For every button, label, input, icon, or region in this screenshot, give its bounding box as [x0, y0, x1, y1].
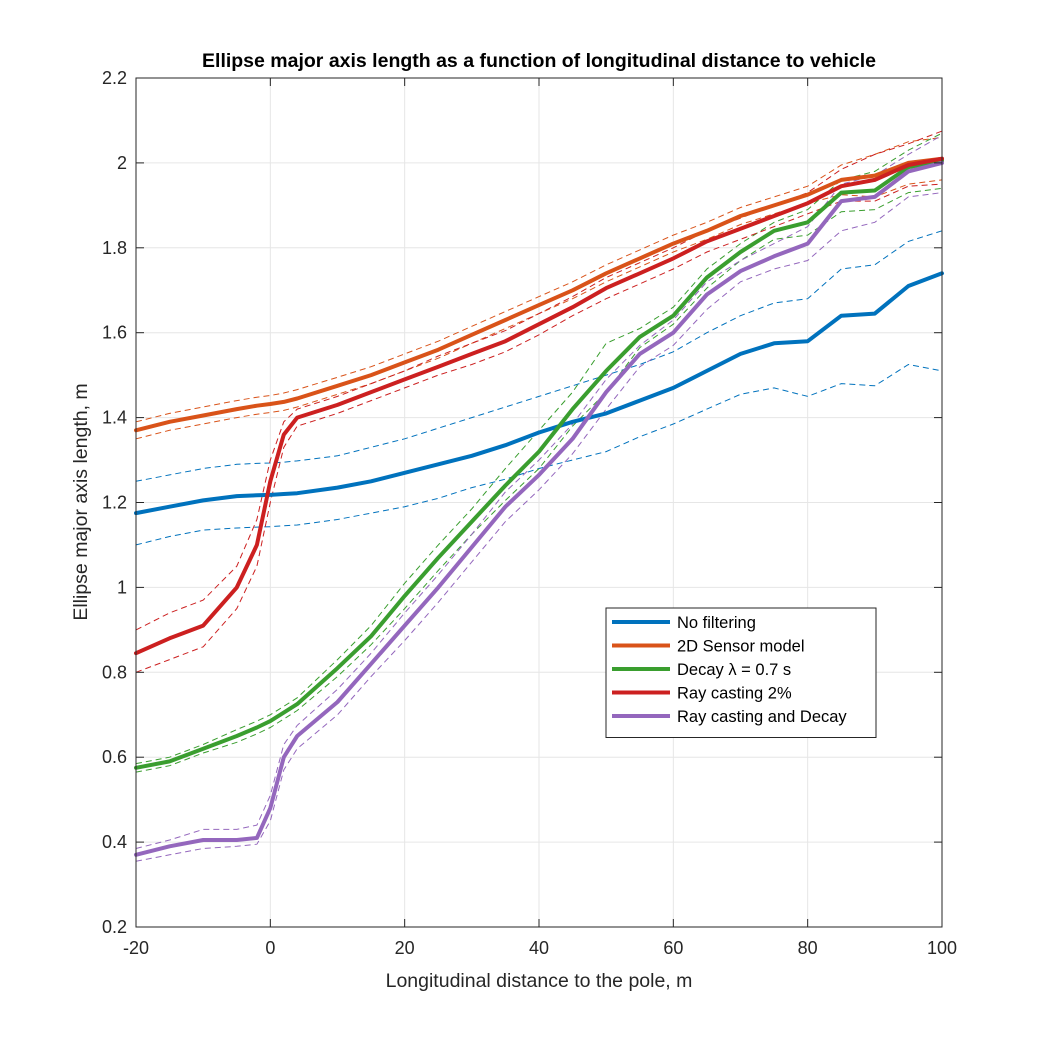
- y-tick-label: 1.6: [102, 323, 127, 343]
- upper-bound-ray-casting-and-decay: [135, 134, 943, 849]
- y-tick-label: 0.6: [102, 747, 127, 767]
- x-tick-label: -20: [123, 938, 149, 958]
- series-line-ray-casting-and-decay: [134, 160, 944, 857]
- x-tick-label: 80: [798, 938, 818, 958]
- lower-bound-no-filtering: [135, 363, 943, 546]
- series-line-2d-sensor-model: [134, 156, 944, 433]
- x-tick-label: 0: [265, 938, 275, 958]
- y-tick-label: 2.2: [102, 68, 127, 88]
- y-tick-label: 0.8: [102, 662, 127, 682]
- series-line-no-filtering: [134, 271, 944, 516]
- y-tick-label: 1.4: [102, 408, 127, 428]
- y-tick-label: 1.8: [102, 238, 127, 258]
- legend-label: 2D Sensor model: [677, 638, 804, 656]
- legend-label: Decay λ = 0.7 s: [677, 661, 791, 679]
- axes: -20 0 20 40 60 80 100 0.2 0.4 0.6 0.8 1 1.2 1.4 1.6 1.8…: [102, 68, 957, 958]
- x-tick-label: 60: [663, 938, 683, 958]
- y-tick-label: 1: [117, 577, 127, 597]
- legend-label: Ray casting and Decay: [677, 708, 847, 726]
- series-lines: [134, 156, 944, 857]
- series-line-decay-0-7-s: [134, 158, 944, 770]
- y-tick-label: 0.4: [102, 832, 127, 852]
- lower-bound-decay-0-7-s: [135, 187, 943, 773]
- upper-bound-decay-0-7-s: [135, 132, 943, 765]
- x-tick-label: 20: [395, 938, 415, 958]
- x-tick-label: 100: [927, 938, 957, 958]
- chart-title: Ellipse major axis length as a function …: [202, 50, 876, 72]
- x-axis-label: Longitudinal distance to the pole, m: [386, 970, 693, 992]
- y-tick-label: 1.2: [102, 493, 127, 513]
- y-tick-label: 2: [117, 153, 127, 173]
- lower-bound-ray-casting-and-decay: [135, 192, 943, 862]
- legend-label: No filtering: [677, 614, 756, 632]
- series-line-ray-casting-2: [134, 156, 944, 656]
- upper-bound-2d-sensor-model: [135, 136, 943, 423]
- y-tick-label: 0.2: [102, 917, 127, 937]
- lower-bound-ray-casting-2: [135, 183, 943, 673]
- x-tick-label: 40: [529, 938, 549, 958]
- legend-label: Ray casting 2%: [677, 685, 792, 703]
- legend: No filtering 2D Sensor model Decay λ = 0.7…: [605, 607, 877, 738]
- y-axis-label: Ellipse major axis length, m: [70, 383, 92, 620]
